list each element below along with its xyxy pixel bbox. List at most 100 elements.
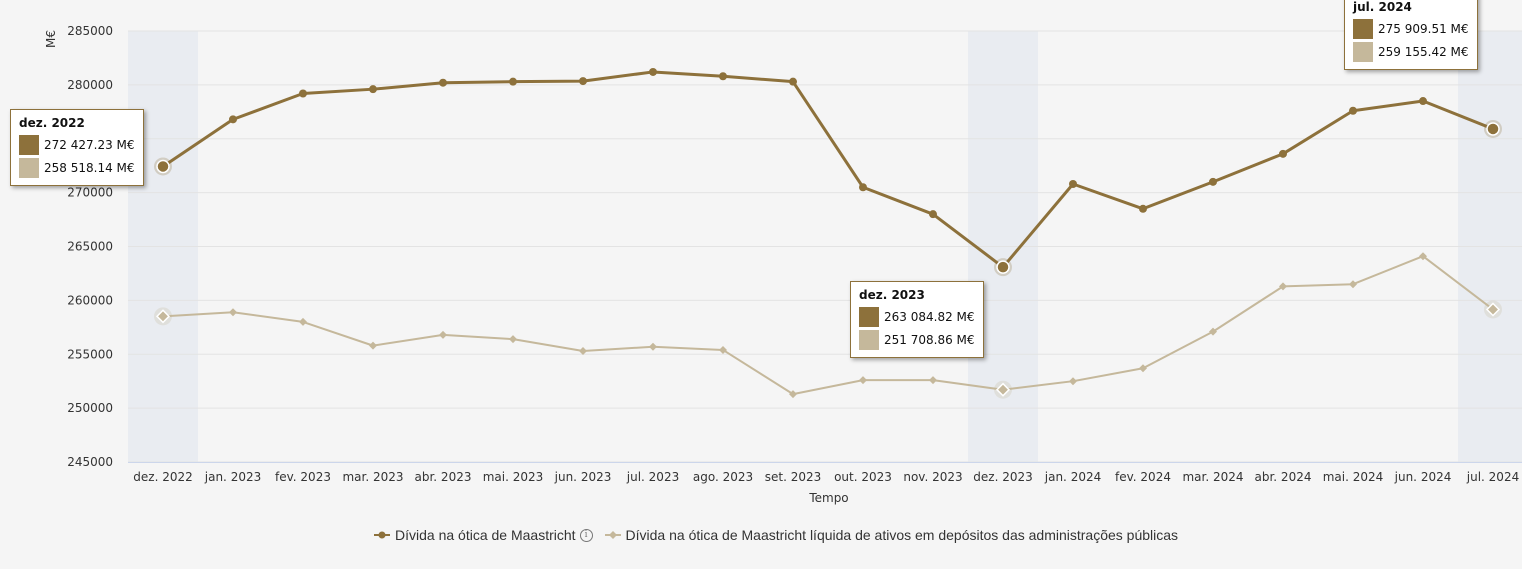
data-point-series-2[interactable] [155, 309, 171, 324]
tooltip-jul-2024: jul. 2024 275 909.51 M€ 259 155.42 M€ [1344, 0, 1478, 70]
swatch-series-1 [1353, 18, 1373, 39]
y-tick-label: 260000 [67, 293, 113, 307]
gridlines [128, 30, 1522, 463]
data-point-series-2[interactable] [229, 308, 237, 317]
data-point-series-1[interactable] [1419, 97, 1427, 106]
data-point-series-1[interactable] [509, 77, 517, 86]
data-point-series-2[interactable] [859, 376, 867, 385]
data-point-series-2[interactable] [509, 335, 517, 344]
data-point-series-1[interactable] [789, 77, 797, 86]
x-tick-label: out. 2023 [834, 470, 892, 484]
data-point-series-1[interactable] [1349, 106, 1357, 115]
data-point-series-1[interactable] [859, 183, 867, 192]
tooltip-title: dez. 2023 [859, 288, 925, 302]
data-point-series-1[interactable] [579, 77, 587, 86]
tooltip-row-series-1: 272 427.23 M€ [19, 133, 135, 156]
data-point-series-1[interactable] [229, 115, 237, 124]
tooltip-row-series-1: 263 084.82 M€ [859, 305, 975, 328]
x-axis: dez. 2022 jan. 2023 fev. 2023 mar. 2023 abr.… [128, 462, 1522, 484]
legend-item-series-2[interactable]: Dívida na ótica de Maastricht líquida de… [604, 527, 1178, 543]
data-point-series-1[interactable] [369, 85, 377, 94]
swatch-series-2 [1353, 41, 1373, 62]
data-point-series-2[interactable] [1139, 364, 1147, 373]
swatch-series-2 [19, 157, 39, 178]
data-point-series-1[interactable] [1069, 180, 1077, 189]
data-point-series-2[interactable] [1349, 280, 1357, 289]
data-point-series-1[interactable] [719, 72, 727, 81]
x-tick-label: fev. 2024 [1115, 470, 1171, 484]
tooltip-value: 258 518.14 M€ [44, 160, 135, 175]
y-tick-label: 265000 [67, 240, 113, 254]
tooltip-value: 272 427.23 M€ [44, 137, 135, 152]
x-tick-label: ago. 2023 [693, 470, 753, 484]
legend-marker-circle-icon [374, 531, 390, 539]
x-tick-label: jun. 2024 [1394, 470, 1452, 484]
tooltip-value: 263 084.82 M€ [884, 309, 975, 324]
data-point-series-2[interactable] [439, 330, 447, 339]
data-point-series-1[interactable] [649, 67, 657, 76]
data-point-series-2[interactable] [789, 390, 797, 399]
tooltip-value: 251 708.86 M€ [884, 332, 975, 347]
data-point-series-1[interactable] [996, 260, 1010, 274]
legend-item-series-1[interactable]: Dívida na ótica de Maastricht i [374, 527, 593, 543]
data-point-series-2[interactable] [579, 347, 587, 356]
x-tick-label: set. 2023 [765, 470, 822, 484]
x-tick-label: jan. 2024 [1044, 470, 1101, 484]
tooltip-row-series-2: 259 155.42 M€ [1353, 40, 1469, 63]
data-point-series-1[interactable] [156, 159, 170, 174]
data-point-series-1[interactable] [1209, 177, 1217, 186]
tooltip-title: jul. 2024 [1353, 0, 1412, 14]
x-tick-label: fev. 2023 [275, 470, 331, 484]
info-icon[interactable]: i [579, 528, 593, 542]
swatch-series-1 [19, 134, 39, 155]
legend-label: Dívida na ótica de Maastricht [395, 527, 576, 543]
tooltip-value: 275 909.51 M€ [1378, 21, 1469, 36]
data-point-series-2[interactable] [1069, 377, 1077, 386]
x-tick-label: nov. 2023 [903, 470, 962, 484]
x-tick-label: jul. 2023 [626, 470, 679, 484]
data-point-series-2[interactable] [1209, 327, 1217, 336]
y-tick-label: 250000 [67, 401, 113, 415]
data-point-series-2[interactable] [929, 376, 937, 385]
data-point-series-2[interactable] [649, 342, 657, 351]
series-line-1 [162, 70, 1494, 269]
tooltip-dez-2022: dez. 2022 272 427.23 M€ 258 518.14 M€ [10, 109, 144, 186]
tooltip-row-series-2: 258 518.14 M€ [19, 156, 135, 179]
x-tick-label: jun. 2023 [554, 470, 612, 484]
swatch-series-2 [859, 329, 879, 350]
y-tick-label: 285000 [67, 24, 113, 38]
data-point-series-2[interactable] [995, 382, 1011, 397]
data-point-series-1[interactable] [1279, 149, 1287, 158]
data-point-series-2[interactable] [369, 341, 377, 350]
x-tick-label: dez. 2022 [133, 470, 192, 484]
data-point-series-1[interactable] [1139, 204, 1147, 213]
data-point-series-2[interactable] [1419, 252, 1427, 261]
data-point-series-1[interactable] [299, 89, 307, 98]
data-point-series-1[interactable] [929, 210, 937, 219]
data-point-series-1[interactable] [439, 78, 447, 87]
x-tick-label: mar. 2024 [1182, 470, 1243, 484]
x-tick-label: abr. 2024 [1255, 470, 1312, 484]
y-tick-label: 255000 [67, 347, 113, 361]
tooltip-row-series-1: 275 909.51 M€ [1353, 17, 1469, 40]
data-point-series-2[interactable] [719, 345, 727, 354]
data-point-series-2[interactable] [1279, 282, 1287, 291]
data-point-series-2[interactable] [299, 317, 307, 326]
x-tick-label: abr. 2023 [415, 470, 472, 484]
chart-legend: Dívida na ótica de Maastricht i Dívida n… [374, 527, 1190, 543]
y-tick-label: 280000 [67, 78, 113, 92]
legend-marker-diamond-icon [604, 531, 621, 539]
data-point-series-1[interactable] [1486, 122, 1500, 136]
x-axis-title: Tempo [808, 491, 848, 505]
tooltip-title: dez. 2022 [19, 116, 85, 130]
x-tick-label: mai. 2024 [1323, 470, 1384, 484]
x-tick-label: mai. 2023 [483, 470, 544, 484]
swatch-series-1 [859, 306, 879, 327]
x-tick-label: jul. 2024 [1466, 470, 1519, 484]
x-tick-label: jan. 2023 [204, 470, 261, 484]
data-point-series-2[interactable] [1485, 302, 1501, 317]
tooltip-row-series-2: 251 708.86 M€ [859, 328, 975, 351]
series-line-2 [162, 255, 1494, 396]
series-group [154, 67, 1502, 399]
